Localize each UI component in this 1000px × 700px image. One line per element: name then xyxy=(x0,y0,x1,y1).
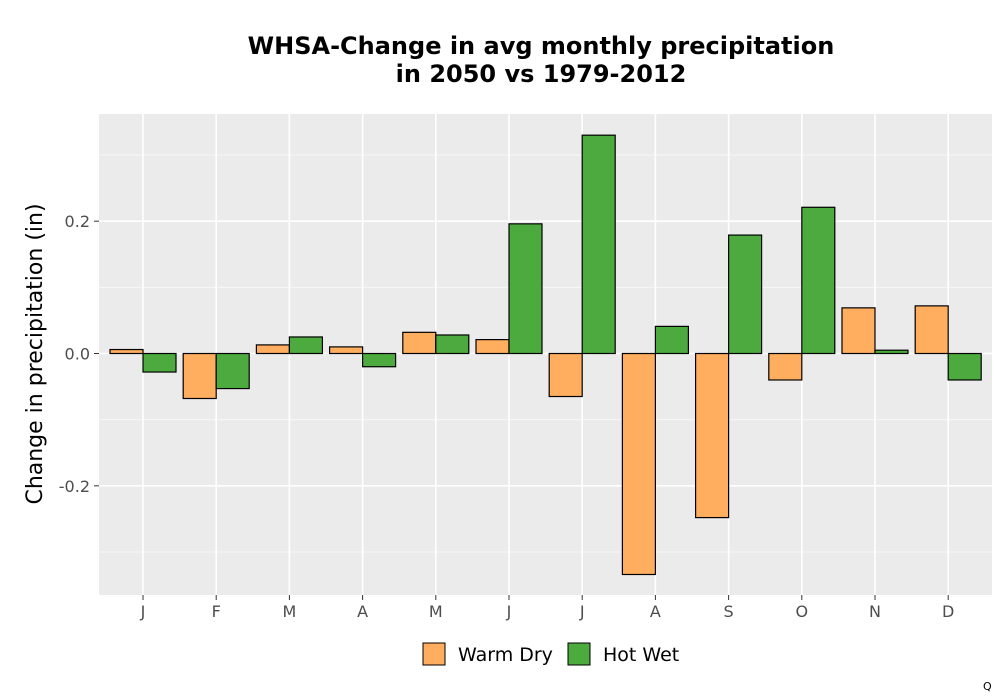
x-tick-label-1: F xyxy=(212,602,221,621)
bar-warm-dry-5 xyxy=(475,339,510,355)
bar-hot-wet-6 xyxy=(581,134,616,355)
bar-warm-dry-6 xyxy=(548,352,583,398)
bar-warm-dry-2 xyxy=(255,344,290,355)
bar-hot-wet-9 xyxy=(801,206,836,355)
x-tick-label-7: A xyxy=(650,602,661,621)
x-tick-label-6: J xyxy=(579,602,585,621)
bar-hot-wet-3 xyxy=(362,352,397,368)
grid-minor xyxy=(99,154,992,553)
chart-title-line-1: WHSA-Change in avg monthly precipitation xyxy=(248,32,835,60)
bar-warm-dry-1 xyxy=(182,352,217,400)
bar-hot-wet-0 xyxy=(142,352,177,373)
y-tick-label-0: -0.2 xyxy=(59,477,90,496)
bar-warm-dry-0 xyxy=(109,348,144,355)
x-tick-label-0: J xyxy=(140,602,146,621)
y-tick-label-2: 0.2 xyxy=(65,212,90,231)
bar-hot-wet-8 xyxy=(727,234,763,355)
legend: Warm Dry Hot Wet xyxy=(422,642,679,666)
legend-key-warm-dry xyxy=(422,642,446,666)
bars xyxy=(109,134,982,576)
legend-label-hot-wet: Hot Wet xyxy=(603,644,679,666)
x-tick-label-3: A xyxy=(357,602,368,621)
bar-hot-wet-11 xyxy=(947,352,982,381)
x-tick-label-2: M xyxy=(282,602,296,621)
bar-warm-dry-11 xyxy=(914,305,949,355)
x-tick-label-10: N xyxy=(869,602,881,621)
legend-key-hot-wet xyxy=(567,642,591,666)
bar-warm-dry-9 xyxy=(768,352,803,381)
bar-hot-wet-4 xyxy=(435,334,470,355)
x-tick-label-11: D xyxy=(942,602,954,621)
x-tick-label-9: O xyxy=(796,602,809,621)
bar-hot-wet-7 xyxy=(654,325,690,355)
bar-warm-dry-3 xyxy=(329,346,364,355)
bar-hot-wet-2 xyxy=(288,336,323,355)
bar-warm-dry-7 xyxy=(621,352,657,576)
corner-mark: Q xyxy=(983,680,992,693)
legend-label-warm-dry: Warm Dry xyxy=(458,644,553,666)
chart-title-line-2: in 2050 vs 1979-2012 xyxy=(396,60,687,88)
x-tick-label-5: J xyxy=(506,602,512,621)
bar-warm-dry-8 xyxy=(694,352,730,519)
x-tick-label-4: M xyxy=(429,602,443,621)
bar-warm-dry-10 xyxy=(841,307,876,355)
y-axis-title: Change in precipitation (in) xyxy=(23,203,48,504)
bar-hot-wet-10 xyxy=(874,349,909,355)
x-tick-label-8: S xyxy=(724,602,734,621)
bar-hot-wet-1 xyxy=(215,352,250,390)
y-tick-label-1: 0.0 xyxy=(65,345,90,364)
y-axis: -0.2 0.0 0.2 xyxy=(59,212,99,496)
bar-warm-dry-4 xyxy=(402,331,437,355)
bar-hot-wet-5 xyxy=(508,223,543,355)
